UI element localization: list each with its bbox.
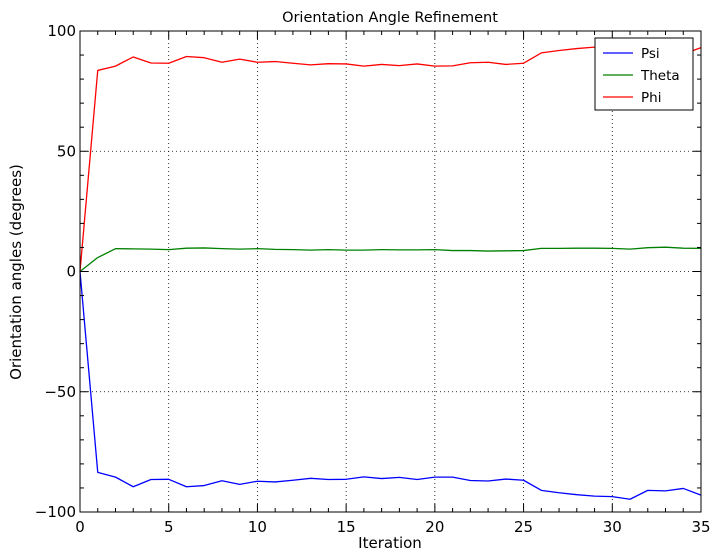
- y-axis-label: Orientation angles (degrees): [7, 164, 25, 380]
- x-tick-label: 10: [248, 518, 267, 536]
- x-tick-labels: 0 5 10 15 20 25 30 35: [75, 518, 710, 536]
- chart-title: Orientation Angle Refinement: [282, 10, 498, 26]
- grid: [80, 31, 701, 512]
- legend-label-phi: Phi: [641, 90, 661, 106]
- series-layer: [79, 43, 702, 500]
- tick-marks: [79, 30, 702, 513]
- y-tick-label: −50: [44, 383, 76, 401]
- x-tick-label: 15: [337, 518, 356, 536]
- x-tick-label: 0: [75, 518, 85, 536]
- x-tick-label: 20: [425, 518, 444, 536]
- series-line-theta: [79, 246, 702, 273]
- x-tick-label: 30: [603, 518, 622, 536]
- y-tick-label: 100: [47, 22, 76, 40]
- legend-label-psi: Psi: [641, 46, 660, 62]
- legend-label-theta: Theta: [640, 68, 680, 84]
- legend-box: [594, 37, 694, 111]
- y-tick-label: 0: [66, 263, 76, 281]
- series-line-psi: [79, 271, 702, 500]
- y-tick-labels: −100 −50 0 50 100: [35, 22, 76, 521]
- y-tick-label: 50: [57, 142, 76, 160]
- y-tick-label: −100: [35, 503, 76, 521]
- x-axis-label: Iteration: [358, 534, 422, 552]
- x-tick-label: 5: [164, 518, 174, 536]
- legend: Psi Theta Phi: [594, 37, 694, 111]
- x-tick-label: 25: [514, 518, 533, 536]
- x-tick-label: 35: [691, 518, 710, 536]
